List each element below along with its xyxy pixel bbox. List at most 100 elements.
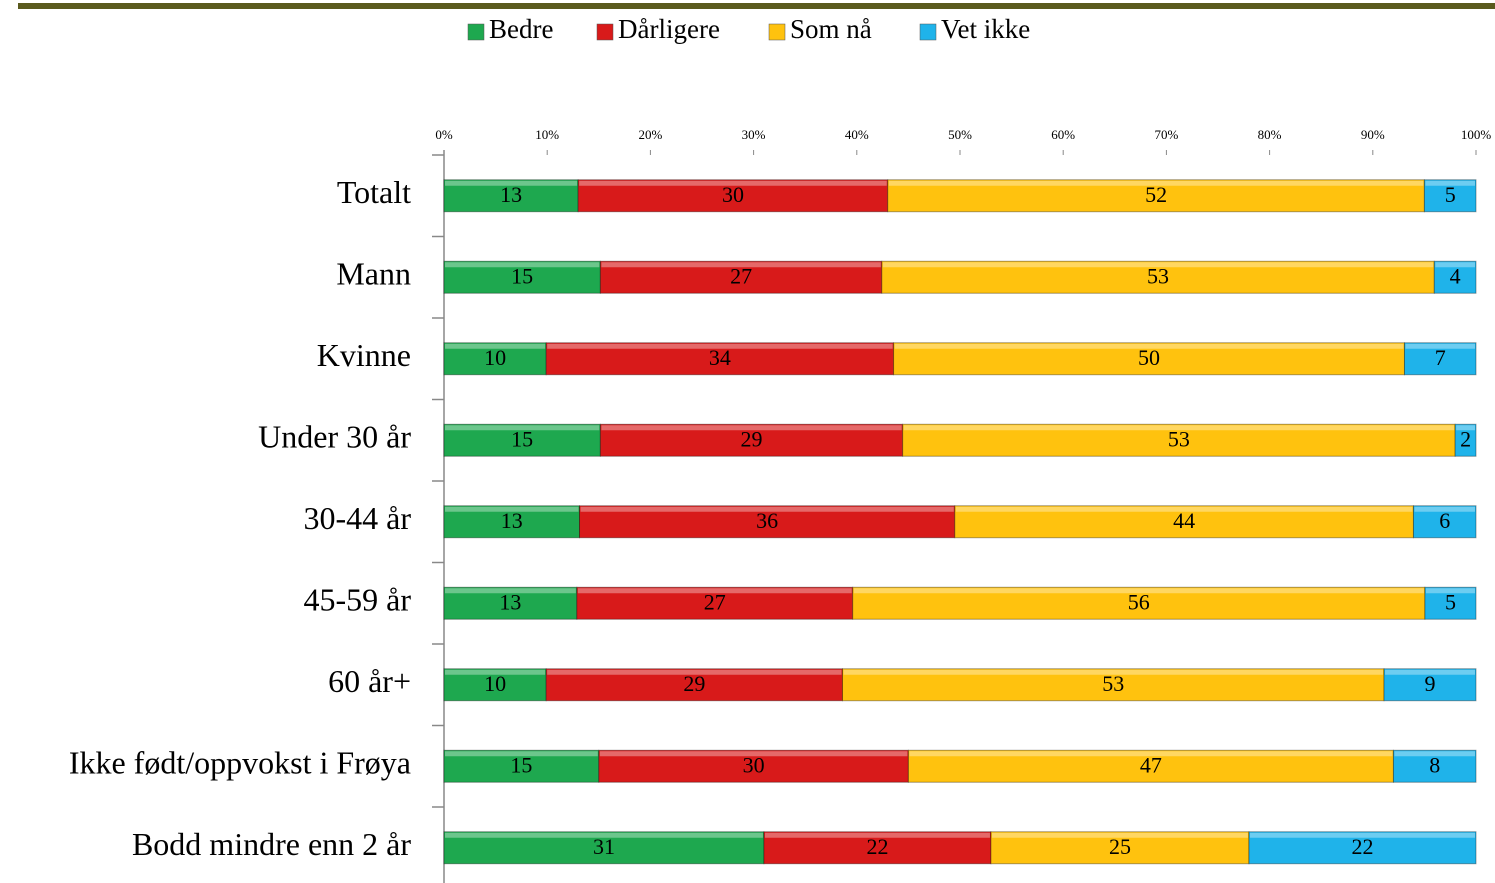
x-tick-label: 50% <box>948 127 972 142</box>
legend-label: Bedre <box>489 14 553 44</box>
legend-swatch <box>467 23 485 41</box>
value-label: 8 <box>1429 752 1440 777</box>
value-label: 13 <box>499 589 521 614</box>
legend-label: Vet ikke <box>941 14 1030 44</box>
value-label: 27 <box>704 589 726 614</box>
x-tick-label: 40% <box>845 127 869 142</box>
bar-highlight <box>909 751 1393 757</box>
y-tick-label: 45-59 år <box>303 582 411 618</box>
legend-swatch <box>596 23 614 41</box>
bar-segment <box>1383 668 1477 702</box>
bar-highlight <box>1385 669 1475 675</box>
bar-highlight <box>1425 588 1475 594</box>
bar-highlight <box>445 669 546 675</box>
legend-label: Som nå <box>790 14 872 44</box>
bar-segment <box>443 749 600 783</box>
value-label: 30 <box>722 182 744 207</box>
bar-highlight <box>445 425 600 431</box>
value-label: 30 <box>743 752 765 777</box>
value-label: 13 <box>501 508 523 533</box>
bar-highlight <box>599 751 908 757</box>
bar-highlight <box>445 343 546 349</box>
value-label: 22 <box>866 834 888 859</box>
bar-segment <box>1392 749 1477 783</box>
value-label: 31 <box>593 834 615 859</box>
value-label: 29 <box>683 671 705 696</box>
bar-segment <box>1423 179 1477 213</box>
value-label: 6 <box>1439 508 1450 533</box>
bar-highlight <box>577 588 852 594</box>
legend-swatch <box>768 23 786 41</box>
value-label: 9 <box>1425 671 1436 696</box>
value-label: 2 <box>1460 426 1471 451</box>
bar-highlight <box>1456 425 1475 431</box>
bar-highlight <box>903 425 1455 431</box>
y-tick-label: 30-44 år <box>303 500 411 536</box>
x-tick-label: 30% <box>742 127 766 142</box>
bar-highlight <box>1435 262 1475 268</box>
bar-highlight <box>580 506 954 512</box>
value-label: 44 <box>1173 508 1195 533</box>
bar-segment <box>990 831 1250 865</box>
legend-label: Dårligere <box>618 14 720 44</box>
bar-highlight <box>853 588 1424 594</box>
value-label: 22 <box>1351 834 1373 859</box>
bar-highlight <box>445 588 576 594</box>
bar-segment <box>599 260 883 294</box>
bar-segment <box>599 423 904 457</box>
bar-segment <box>545 342 895 376</box>
value-label: 29 <box>741 426 763 451</box>
value-label: 10 <box>484 671 506 696</box>
bar-highlight <box>579 180 887 186</box>
bar-segment <box>1248 831 1477 865</box>
value-label: 34 <box>709 345 731 370</box>
bar-segment <box>1433 260 1477 294</box>
bar-segment <box>954 505 1414 539</box>
value-label: 15 <box>511 426 533 451</box>
bar-highlight <box>1425 180 1475 186</box>
bar-segment <box>841 668 1385 702</box>
y-tick-label: Mann <box>336 256 411 292</box>
bar-segment <box>443 342 547 376</box>
bar-segment <box>1424 586 1477 620</box>
value-label: 7 <box>1435 345 1446 370</box>
bar-segment <box>577 179 889 213</box>
bar-highlight <box>955 506 1413 512</box>
value-label: 50 <box>1138 345 1160 370</box>
bar-segment <box>443 423 601 457</box>
value-label: 15 <box>510 752 532 777</box>
bar-highlight <box>991 832 1248 838</box>
bar-segment <box>443 668 547 702</box>
x-tick-label: 20% <box>638 127 662 142</box>
value-label: 52 <box>1145 182 1167 207</box>
x-tick-label: 10% <box>535 127 559 142</box>
bar-segment <box>852 586 1426 620</box>
bar-segment <box>763 831 992 865</box>
value-label: 53 <box>1168 426 1190 451</box>
bar-segment <box>902 423 1456 457</box>
bar-highlight <box>601 262 881 268</box>
bar-highlight <box>445 506 579 512</box>
bar-segment <box>579 505 956 539</box>
value-label: 47 <box>1140 752 1162 777</box>
y-tick-label: Kvinne <box>317 337 411 373</box>
y-tick-label: Ikke født/oppvokst i Frøya <box>69 745 411 781</box>
top-rule <box>18 3 1495 9</box>
value-label: 5 <box>1445 589 1456 614</box>
value-label: 13 <box>500 182 522 207</box>
bar-highlight <box>601 425 902 431</box>
bar-highlight <box>1414 506 1475 512</box>
value-label: 4 <box>1450 263 1461 288</box>
bar-segment <box>443 831 765 865</box>
bar-segment <box>576 586 854 620</box>
x-tick-label: 0% <box>435 127 453 142</box>
value-label: 25 <box>1109 834 1131 859</box>
value-label: 15 <box>511 263 533 288</box>
y-tick-label: 60 år+ <box>328 663 411 699</box>
y-tick-label: Bodd mindre enn 2 år <box>132 826 411 862</box>
x-tick-label: 80% <box>1258 127 1282 142</box>
bar-highlight <box>445 751 598 757</box>
bar-highlight <box>1394 751 1475 757</box>
value-label: 56 <box>1128 589 1150 614</box>
